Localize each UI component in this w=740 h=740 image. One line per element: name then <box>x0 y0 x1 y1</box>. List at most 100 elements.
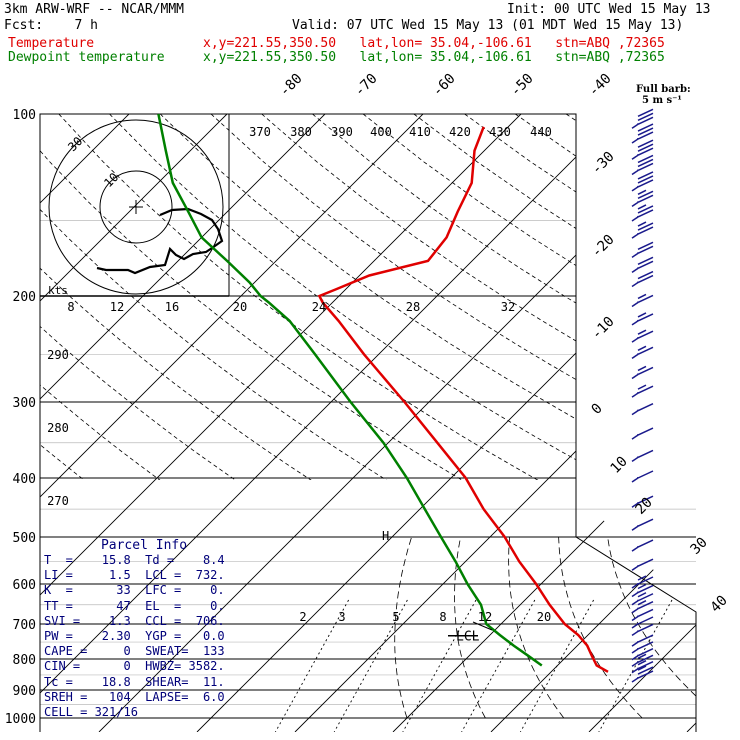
parcel-row-cape-sweat: CAPE = 0 SWEAT= 133 <box>44 644 225 659</box>
isotherm--20 <box>448 352 576 480</box>
isotherm-label: -80 <box>277 71 306 100</box>
theta-label: 370 <box>249 125 271 139</box>
dry-adiabat-360 <box>159 114 576 420</box>
wind-barb <box>631 575 654 589</box>
theta-label: 380 <box>290 125 312 139</box>
wind-barb <box>631 171 654 192</box>
isotherm-lines-lower <box>40 480 696 732</box>
dry-adiabat-460 <box>668 114 740 718</box>
speed-axis-label: 8 <box>67 300 74 314</box>
wind-barb <box>631 123 654 144</box>
isotherm-label: -30 <box>589 149 618 178</box>
init-time: Init: 00 UTC Wed 15 May 13 <box>507 2 711 17</box>
dry-adiabat-390 <box>312 114 576 304</box>
isotherm-label: 0 <box>589 401 606 418</box>
theta-label: 420 <box>449 125 471 139</box>
model-title: 3km ARW-WRF -- NCAR/MMM <box>4 2 185 17</box>
parcel-row-cell: CELL = 321/16 <box>44 704 138 719</box>
wind-barbs <box>631 108 654 683</box>
dry-adiabat-370 <box>210 114 576 381</box>
moist-adiabat-4 <box>607 536 696 719</box>
isotherm-lower--20 <box>196 480 696 732</box>
pressure-label-300: 300 <box>13 396 36 411</box>
wind-barb <box>631 539 654 552</box>
wind-barb <box>631 641 654 654</box>
dry-adiabat-320 <box>40 208 388 480</box>
isotherm--40 <box>252 156 576 480</box>
parcel-info-panel: Parcel Info T = 15.8 Td = 8.4 LI = 1.5 L… <box>44 538 234 720</box>
isotherm-label: -20 <box>589 232 618 261</box>
hodograph-trace <box>96 207 224 275</box>
barb-legend-value: 5 m s⁻¹ <box>642 95 682 106</box>
wind-barb <box>631 329 654 343</box>
pressure-label-700: 700 <box>13 618 36 633</box>
theta-label: 400 <box>370 125 392 139</box>
wind-barb <box>631 592 654 606</box>
speed-axis-label: 24 <box>312 300 326 314</box>
wind-barb <box>631 345 654 359</box>
speed-axis-label: 28 <box>406 300 420 314</box>
hodograph-ring-label-inner: 10 <box>101 170 121 190</box>
isotherm--80 <box>40 114 228 302</box>
dewpoint-location: x,y=221.55,350.50 lat,lon= 35.04,-106.61… <box>203 50 665 65</box>
dry-adiabat-430 <box>515 114 576 157</box>
pressure-label-800: 800 <box>13 653 36 668</box>
dry-adiabat-350 <box>109 114 576 461</box>
isotherm-label: -40 <box>586 71 615 100</box>
speed-axis-label: 12 <box>110 300 124 314</box>
theta-label-left: 280 <box>47 421 69 435</box>
isotherm-label: 20 <box>633 495 656 518</box>
wind-barb <box>631 312 654 326</box>
isotherm-label: -10 <box>589 314 618 343</box>
wind-barb <box>631 634 654 647</box>
moist-adiabats <box>394 536 696 719</box>
isotherm-label: 40 <box>708 593 731 616</box>
dry-adiabat-440 <box>565 114 576 122</box>
h-marker: H <box>382 529 389 543</box>
isotherm-10 <box>491 114 740 732</box>
wind-barb <box>631 495 654 508</box>
speed-axis-label: 32 <box>501 300 515 314</box>
theta-label: 430 <box>489 125 511 139</box>
isotherm-lower-0 <box>392 480 696 732</box>
isotherm--50 <box>154 114 522 480</box>
isotherm-label: 30 <box>688 535 711 558</box>
mixing-ratio-line-3 <box>461 599 536 732</box>
moist-adiabat-1 <box>454 536 486 719</box>
parcel-info-title: Parcel Info <box>100 538 188 553</box>
wind-barb <box>631 241 654 258</box>
parcel-row-sreh-lapse: SREH = 104 LAPSE= 6.0 <box>44 689 225 704</box>
wind-barb <box>631 204 654 222</box>
mixing-ratio-line-2 <box>402 599 477 732</box>
wind-barb <box>631 616 654 629</box>
isotherm--100 <box>0 114 31 732</box>
mixing-ratio-line-0 <box>275 599 349 732</box>
mixing-ratio-lines <box>275 599 673 732</box>
wind-barb <box>631 221 654 239</box>
theta-label-left: 270 <box>47 494 69 508</box>
isotherm--60 <box>56 114 424 480</box>
mixing-ratio-line-1 <box>333 599 408 732</box>
temperature-profile <box>317 126 609 673</box>
wind-barb <box>631 365 654 380</box>
sounding-profiles <box>157 113 609 673</box>
mixing-ratio-label: 20 <box>537 610 551 624</box>
wind-barb <box>631 189 654 207</box>
wind-barb <box>631 427 654 440</box>
speed-axis-label: 16 <box>165 300 179 314</box>
isotherm--10 <box>546 450 576 480</box>
parcel-row-t-td: T = 15.8 Td = 8.4 <box>44 553 225 567</box>
wind-barb <box>631 600 654 614</box>
wind-barb <box>631 623 654 637</box>
temperature-location: x,y=221.55,350.50 lat,lon= 35.04,-106.61… <box>203 36 665 51</box>
pressure-label-1000: 1000 <box>5 712 36 727</box>
speed-axis-label: 20 <box>233 300 247 314</box>
parcel-row-pw-ygp: PW = 2.30 YGP = 0.0 <box>44 628 225 643</box>
wind-barb <box>631 470 654 483</box>
wind-barb <box>631 384 654 398</box>
wind-barb <box>631 449 654 463</box>
dewpoint-legend: Dewpoint temperature <box>8 50 165 65</box>
wind-barb <box>631 402 654 416</box>
isotherm-30 <box>687 114 740 732</box>
isotherm-lower-10 <box>490 480 696 732</box>
